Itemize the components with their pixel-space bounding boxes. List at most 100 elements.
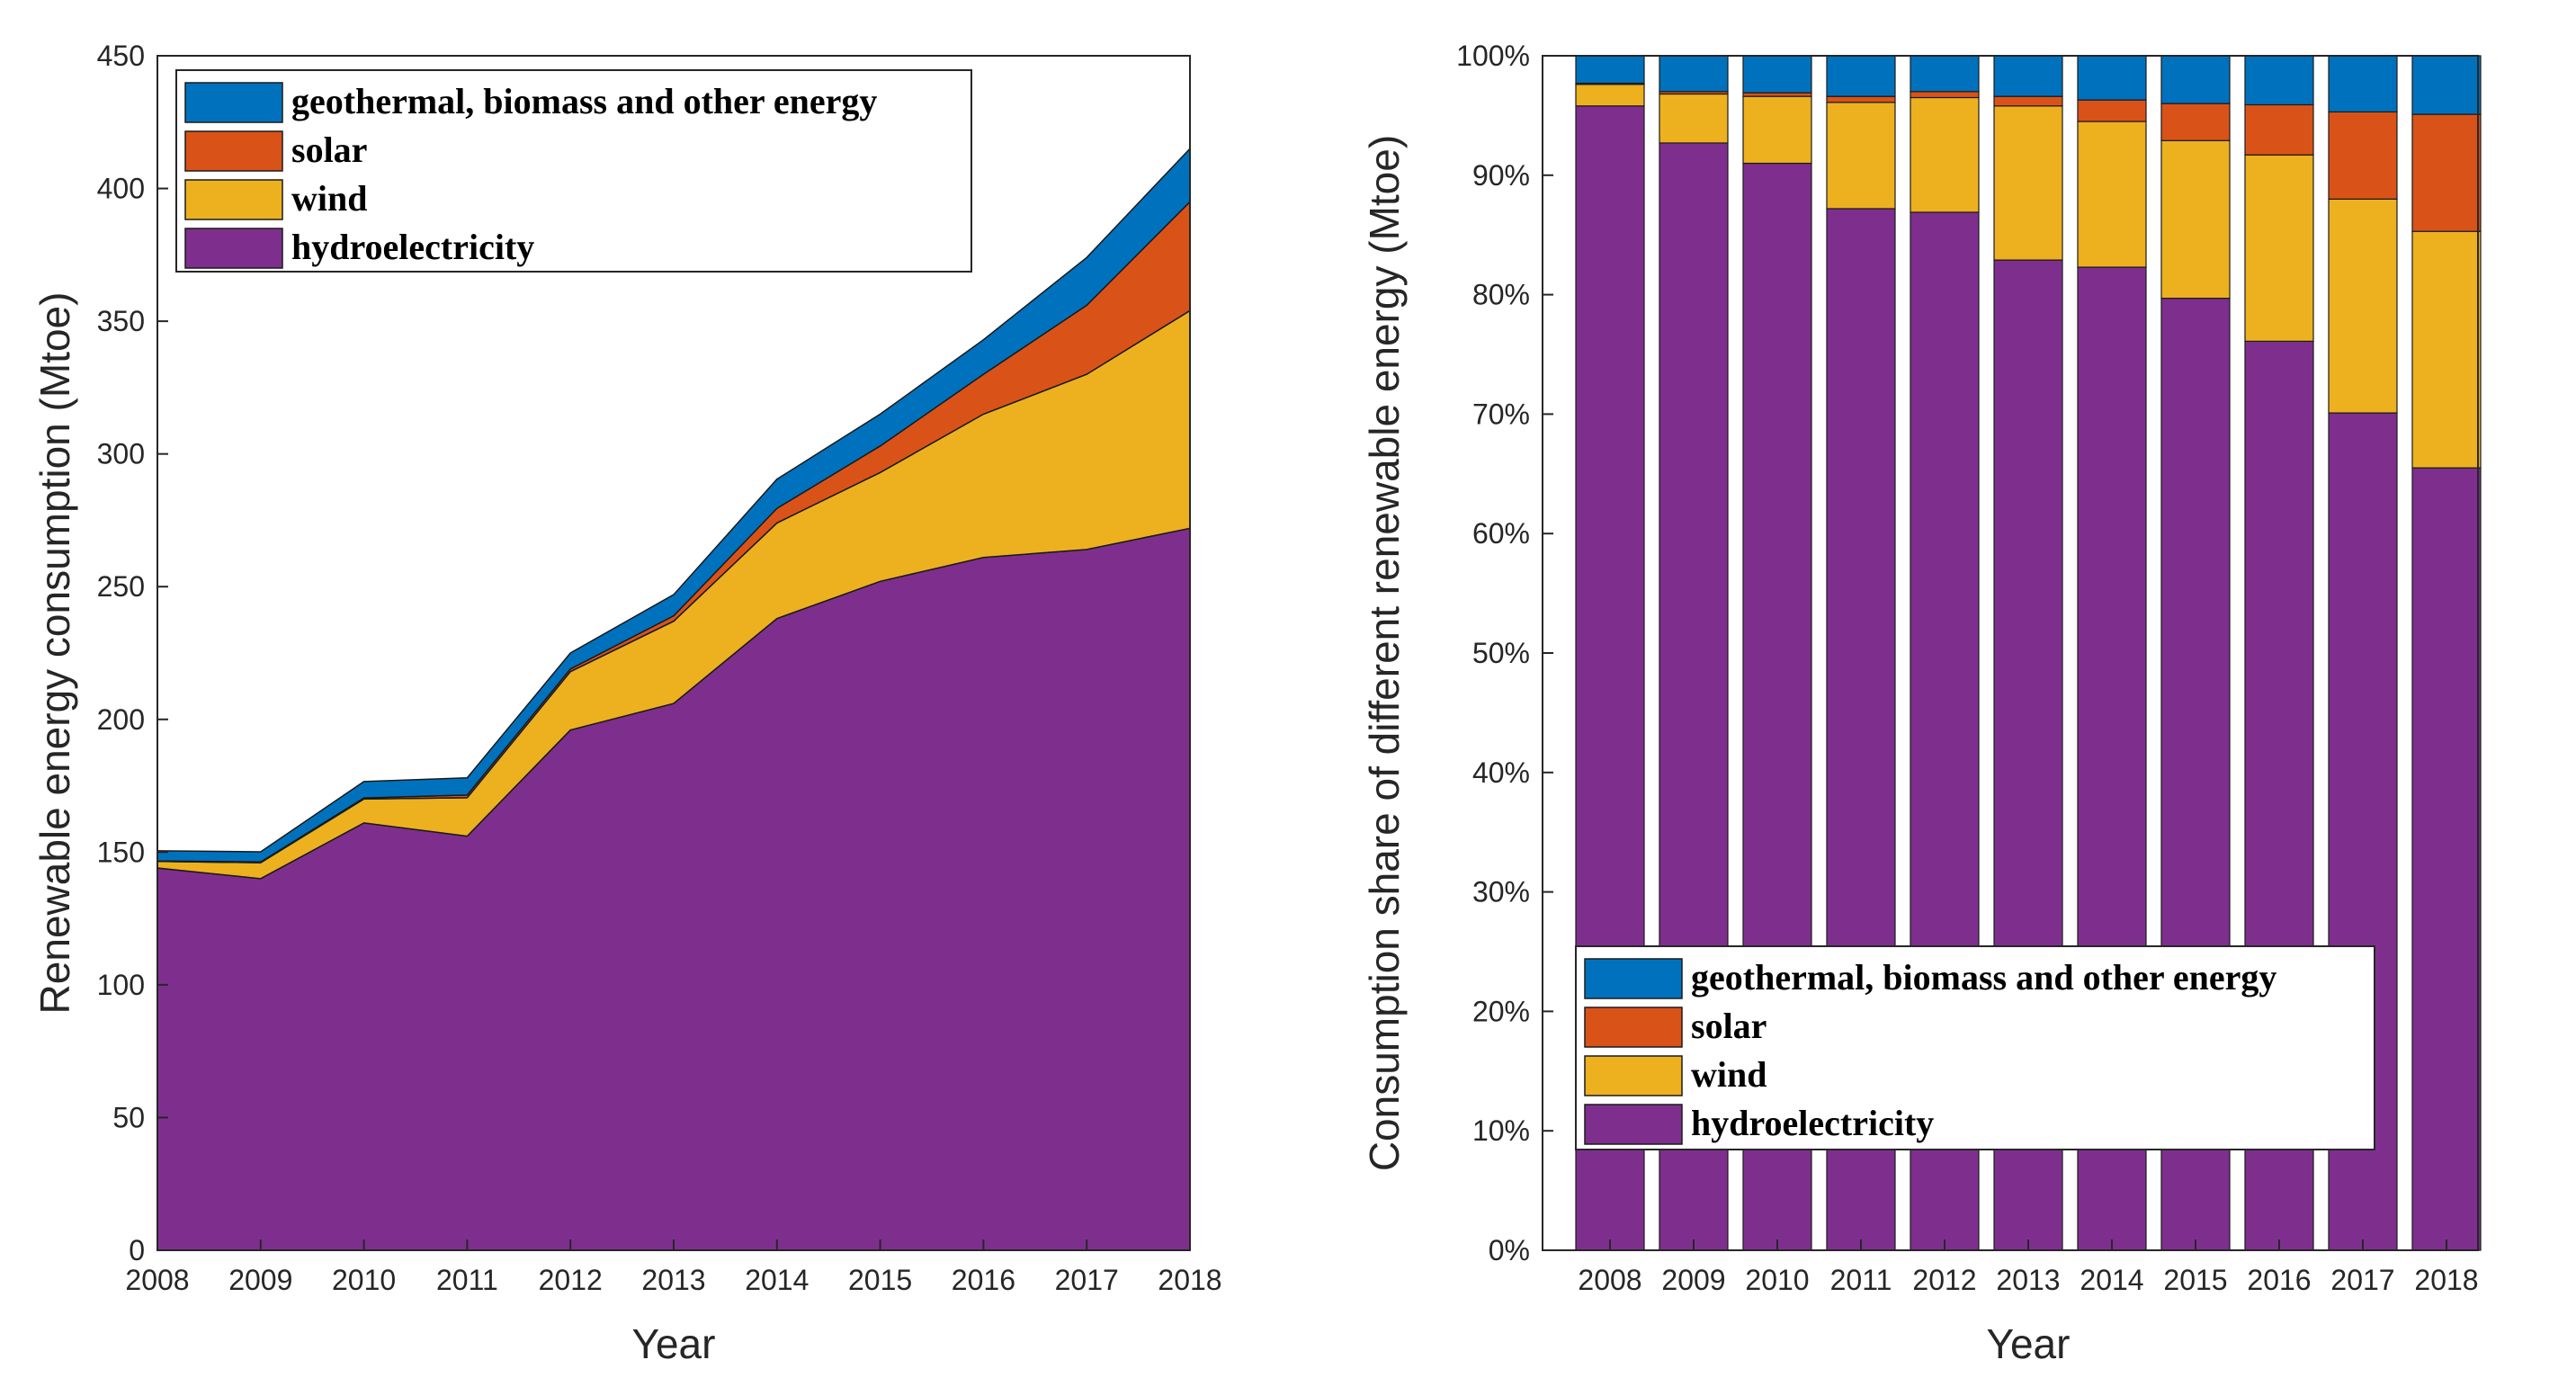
y-tick-label: 400 xyxy=(97,173,145,205)
y-axis-ticks: 0% 10% 20% 30% 40% 50% 60% 70% 80% 90% 100% xyxy=(1456,40,1553,1266)
legend-swatch-geothermal-biomass-and-other-energy xyxy=(184,82,283,123)
x-tick-label: 2015 xyxy=(848,1264,912,1296)
x-tick-label: 2009 xyxy=(228,1264,292,1296)
x-tick-label: 2018 xyxy=(1158,1264,1221,1296)
bar-wind-2016 xyxy=(2244,154,2314,342)
y-tick-label: 70% xyxy=(1472,398,1530,430)
y-tick-label: 90% xyxy=(1472,159,1530,192)
y-tick-label: 80% xyxy=(1472,279,1530,311)
y-tick-label: 10% xyxy=(1472,1114,1530,1147)
legend-swatch-solar xyxy=(184,130,283,172)
legend-label-solar: solar xyxy=(1691,1006,1767,1046)
bar-geothermal-biomass-and-other-energy-2016 xyxy=(2244,55,2314,106)
legend-box xyxy=(175,69,972,273)
bar-wind-2008 xyxy=(1575,84,1645,107)
x-tick-label: 2013 xyxy=(1996,1264,2060,1296)
bar-wind-2015 xyxy=(2160,139,2231,300)
legend-swatch-wind xyxy=(184,179,283,220)
y-tick-label: 350 xyxy=(97,305,145,337)
bar-geothermal-biomass-and-other-energy-2008 xyxy=(1575,55,1645,85)
bar-geothermal-biomass-and-other-energy-2012 xyxy=(1910,55,1980,93)
bar-geothermal-biomass-and-other-energy-2010 xyxy=(1742,55,1812,94)
legend-label-wind: wind xyxy=(291,178,368,219)
bar-solar-2014 xyxy=(2077,99,2147,122)
bar-solar-2012 xyxy=(1910,91,1980,99)
x-tick-label: 2016 xyxy=(952,1264,1015,1296)
y-tick-label: 40% xyxy=(1472,756,1530,789)
legend-label-hydroelectricity: hydroelectricity xyxy=(1691,1103,1934,1143)
bar-geothermal-biomass-and-other-energy-2017 xyxy=(2328,55,2398,113)
x-tick-label: 2010 xyxy=(1745,1264,1809,1296)
y-axis-title: Consumption share of different renewable… xyxy=(1361,135,1408,1171)
y-tick-label: 30% xyxy=(1472,876,1530,908)
legend-swatch-solar xyxy=(1584,1007,1683,1048)
legend-label-solar: solar xyxy=(291,130,367,170)
bar-geothermal-biomass-and-other-energy-2009 xyxy=(1659,55,1729,93)
y-axis-ticks: 0 50 100 150 200 250 300 350 400 450 xyxy=(97,40,168,1266)
y-tick-label: 100 xyxy=(97,969,145,1001)
y-tick-label: 100% xyxy=(1456,40,1530,72)
y-tick-label: 60% xyxy=(1472,517,1530,550)
legend-label-geothermal-biomass-and-other-energy: geothermal, biomass and other energy xyxy=(291,81,877,121)
x-tick-label: 2011 xyxy=(1830,1264,1892,1296)
bar-solar-2013 xyxy=(1993,95,2063,107)
bar-solar-2017 xyxy=(2328,111,2398,200)
legend-label-geothermal-biomass-and-other-energy: geothermal, biomass and other energy xyxy=(1691,957,2276,998)
bar-wind-2009 xyxy=(1659,93,1729,144)
x-tick-label: 2010 xyxy=(332,1264,396,1296)
bar-solar-2011 xyxy=(1826,95,1896,103)
y-tick-label: 50% xyxy=(1472,637,1530,669)
x-axis-ticks: 2008 2009 2010 2011 2012 2013 2014 2015 2016 2017… xyxy=(125,1239,1222,1296)
bar-wind-2017 xyxy=(2328,198,2398,414)
bar-solar-2018 xyxy=(2411,113,2482,232)
area-series-group xyxy=(157,147,1191,1251)
legend-label-wind: wind xyxy=(1691,1054,1767,1095)
legend-swatch-hydroelectricity xyxy=(1584,1104,1683,1145)
bar-geothermal-biomass-and-other-energy-2015 xyxy=(2160,55,2231,104)
bar-solar-2016 xyxy=(2244,103,2314,156)
legend-swatch-hydroelectricity xyxy=(184,228,283,269)
x-axis-title: Year xyxy=(1987,1320,2071,1367)
x-tick-label: 2017 xyxy=(2330,1264,2394,1296)
legend-swatch-geothermal-biomass-and-other-energy xyxy=(1584,958,1683,999)
legend: geothermal, biomass and other energy sola… xyxy=(1575,945,2375,1150)
y-tick-label: 200 xyxy=(97,703,145,736)
x-axis-title: Year xyxy=(632,1320,716,1367)
legend: geothermal, biomass and other energy sola… xyxy=(175,69,972,273)
bar-geothermal-biomass-and-other-energy-2013 xyxy=(1993,55,2063,97)
y-tick-label: 450 xyxy=(97,40,145,72)
bar-solar-2015 xyxy=(2160,103,2231,141)
bar-wind-2018 xyxy=(2411,230,2482,469)
legend-swatch-wind xyxy=(1584,1055,1683,1096)
stacked-area-chart: 0 50 100 150 200 250 300 350 400 450 2008 2009 2010… xyxy=(31,40,1222,1367)
bar-geothermal-biomass-and-other-energy-2018 xyxy=(2411,55,2482,115)
bar-wind-2014 xyxy=(2077,121,2147,268)
legend-label-hydroelectricity: hydroelectricity xyxy=(291,227,534,267)
legend-box xyxy=(1575,945,2375,1150)
x-tick-label: 2014 xyxy=(745,1264,809,1296)
x-tick-label: 2017 xyxy=(1055,1264,1119,1296)
x-tick-label: 2011 xyxy=(436,1264,498,1296)
x-tick-label: 2009 xyxy=(1661,1264,1725,1296)
bar-hydroelectricity-2018 xyxy=(2411,467,2482,1251)
bar-wind-2010 xyxy=(1742,95,1812,165)
x-tick-label: 2015 xyxy=(2163,1264,2227,1296)
bar-wind-2011 xyxy=(1826,102,1896,210)
x-tick-label: 2013 xyxy=(641,1264,705,1296)
x-tick-label: 2014 xyxy=(2080,1264,2143,1296)
bar-geothermal-biomass-and-other-energy-2014 xyxy=(2077,55,2147,101)
y-tick-label: 150 xyxy=(97,836,145,868)
x-tick-label: 2008 xyxy=(125,1264,189,1296)
bar-geothermal-biomass-and-other-energy-2011 xyxy=(1826,55,1896,97)
x-tick-label: 2016 xyxy=(2247,1264,2311,1296)
x-tick-label: 2018 xyxy=(2414,1264,2478,1296)
x-tick-label: 2012 xyxy=(1912,1264,1976,1296)
x-tick-label: 2012 xyxy=(539,1264,603,1296)
y-tick-label: 0% xyxy=(1489,1234,1530,1266)
y-tick-label: 20% xyxy=(1472,995,1530,1027)
bar-wind-2012 xyxy=(1910,96,1980,213)
y-tick-label: 300 xyxy=(97,438,145,470)
x-tick-label: 2008 xyxy=(1578,1264,1641,1296)
y-axis-title: Renewable energy consumption (Mtoe) xyxy=(31,292,78,1015)
